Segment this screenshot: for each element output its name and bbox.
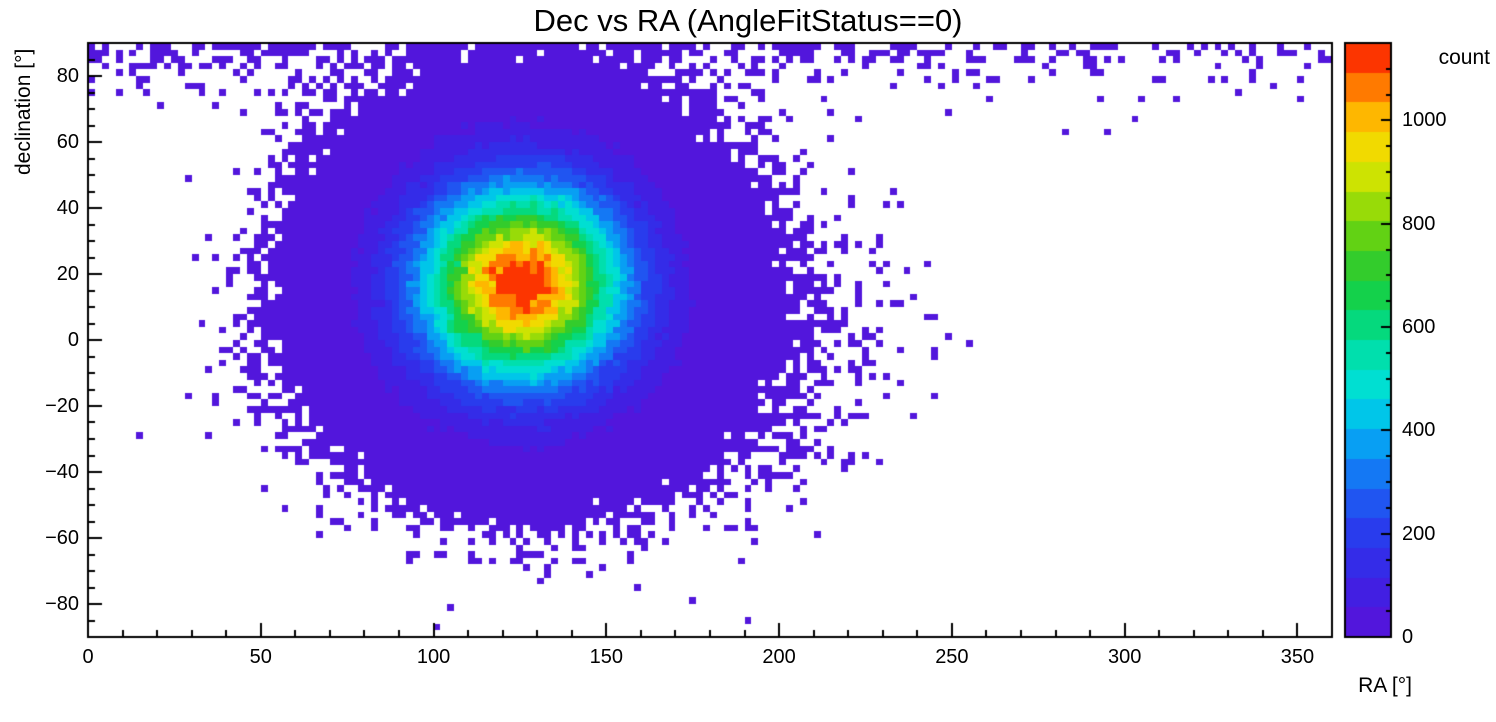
x-tick-label: 200: [762, 646, 796, 668]
x-tick-label: 100: [416, 646, 451, 668]
y-tick-label: 80: [56, 65, 79, 87]
y-tick-label: 60: [56, 131, 79, 153]
y-tick-label: 40: [56, 197, 79, 219]
z-tick-label: 0: [1402, 626, 1414, 648]
x-tick-label: 150: [589, 646, 624, 668]
y-tick-label: −40: [45, 461, 79, 483]
x-tick-label: 250: [935, 646, 969, 668]
x-tick-label: 350: [1280, 646, 1315, 668]
y-axis-title: declination [°]: [12, 48, 35, 175]
y-tick-label: 0: [67, 329, 79, 351]
x-tick-label: 50: [249, 646, 272, 668]
z-tick-label: 400: [1402, 419, 1436, 442]
y-tick-label: −80: [45, 593, 79, 615]
z-tick-label: 1000: [1402, 109, 1447, 132]
x-tick-label: 0: [82, 646, 94, 668]
x-axis-title: RA [°]: [1358, 674, 1412, 697]
y-tick-label: 20: [56, 263, 79, 285]
y-tick-label: −60: [45, 527, 79, 549]
z-tick-label: 800: [1402, 212, 1436, 235]
chart-title: Dec vs RA (AngleFitStatus==0): [533, 3, 963, 38]
colorbar-title: count: [1438, 46, 1490, 69]
x-tick-label: 300: [1107, 646, 1142, 668]
z-tick-label: 200: [1402, 522, 1436, 545]
z-tick-label: 600: [1402, 316, 1436, 339]
y-tick-label: −20: [45, 395, 79, 417]
